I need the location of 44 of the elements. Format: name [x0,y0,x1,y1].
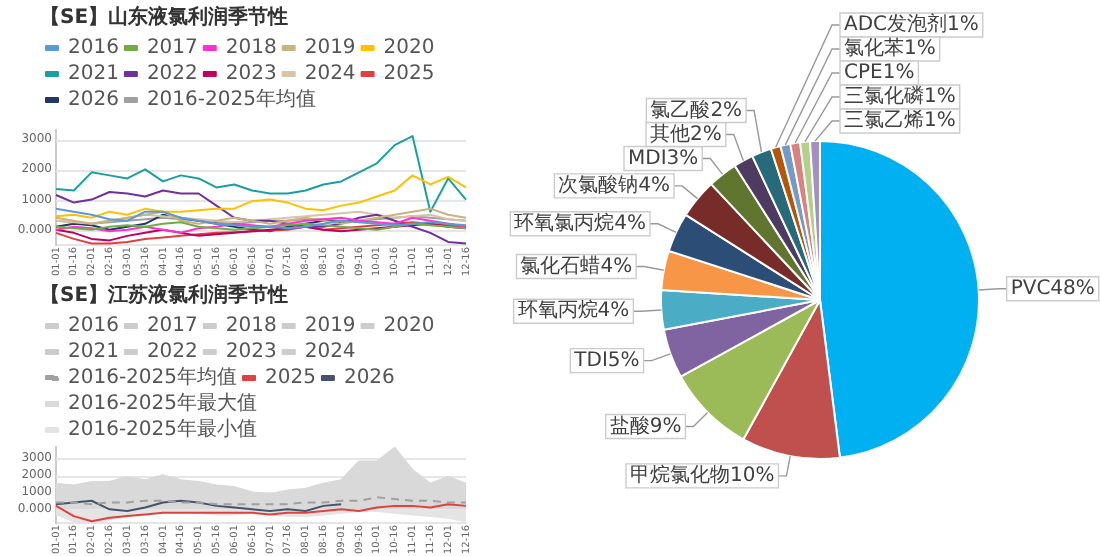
legend-label: 2019 [304,37,356,60]
legend-label: 2021 [68,63,119,86]
legend-label: 2020 [383,315,435,338]
slice-label: 环氧氯丙烷4% [514,210,647,235]
legend-label: 2019 [304,315,356,338]
slice-label: 三氯乙烯1% [844,108,956,133]
slice-label: 氯化苯1% [844,36,936,61]
slice-label: 三氯化磷1% [844,84,956,109]
slice-label: 其他2% [650,121,722,146]
slice-label: 氯化石蜡4% [520,253,633,278]
slice-label: 氯乙酸2% [650,97,743,122]
legend-label: 2016-2025年均值 [68,365,238,390]
slice-label: TDI5% [572,349,640,372]
slice-label: MDI3% [628,147,699,170]
legend-label: 2024 [304,63,356,86]
legend-label: 2016-2025年最大值 [68,391,258,416]
legend-label: 2021 [68,341,119,364]
slice-label: 盐酸9% [609,413,682,438]
slice-label: CPE1% [844,62,915,85]
slice-label: 次氯酸钠4% [558,173,671,198]
legend-label: 2016 [68,315,119,338]
legend-label: 2016-2025年最小值 [68,417,258,442]
slice-label: 环氧丙烷4% [517,298,630,323]
slice-label: 甲烷氯化物10% [630,463,775,488]
legend-label: 2025 [383,63,435,86]
legend-label: 2018 [225,37,277,60]
legend-label: 2022 [146,63,198,86]
slice-label: ADC发泡剂1% [844,12,979,37]
legend-label: 2016 [68,37,119,60]
legend-label: 2024 [304,341,356,364]
legend-label: 2026 [343,367,395,390]
legend-label: 2026 [68,89,119,112]
legend-label: 2023 [225,63,277,86]
chart-title: 【SE】山东液氯利润季节性 [40,5,289,30]
legend-label: 2023 [225,341,277,364]
legend-label: 2020 [383,37,435,60]
legend-label: 2017 [146,315,198,338]
chart-title: 【SE】江苏液氯利润季节性 [40,283,289,308]
legend-label: 2025 [265,367,316,390]
legend-label: 2022 [146,341,198,364]
legend-label: 2018 [225,315,277,338]
slice-label: PVC48% [1010,277,1095,300]
legend-label: 2016-2025年均值 [146,87,316,112]
legend-label: 2017 [146,37,198,60]
